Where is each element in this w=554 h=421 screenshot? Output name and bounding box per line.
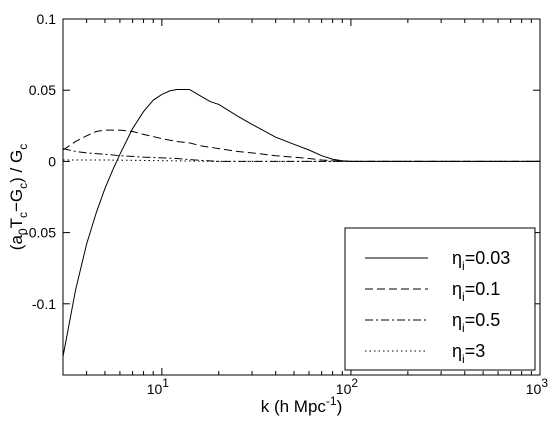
legend-label: ηi=0.1 xyxy=(452,279,500,304)
x-tick-label: 101 xyxy=(147,376,170,397)
x-axis-label: k (h Mpc-1) xyxy=(261,394,343,416)
y-tick-label: -0.1 xyxy=(32,296,56,312)
y-tick-label: 0 xyxy=(48,153,56,169)
legend-label: ηi=3 xyxy=(452,341,485,366)
y-tick-label: -0.05 xyxy=(24,225,56,241)
ticks-layer xyxy=(62,18,541,375)
series-line-dotted xyxy=(63,159,540,162)
x-tick-label: 102 xyxy=(336,376,359,397)
legend-label: ηi=0.5 xyxy=(452,310,500,335)
labels-layer: 101 102 103 -0.1 -0.05 0 0.05 0.1 xyxy=(24,11,548,397)
y-axis-label: (a0Tc−Gc) / Gc xyxy=(7,144,30,250)
axes-frame xyxy=(62,18,541,376)
legend-items: ηi=0.03 ηi=0.1 ηi=0.5 ηi=3 xyxy=(365,248,510,366)
y-tick-label: 0.1 xyxy=(37,11,57,27)
legend-box xyxy=(344,227,536,371)
series-line-dashed xyxy=(62,129,540,162)
y-tick-label: 0.05 xyxy=(29,82,56,98)
legend-label: ηi=0.03 xyxy=(452,248,510,273)
legend: ηi=0.03 ηi=0.1 ηi=0.5 ηi=3 xyxy=(344,227,536,371)
series-layer xyxy=(62,88,540,357)
x-tick-label: 103 xyxy=(526,376,549,397)
series-line-dashdot xyxy=(62,148,540,162)
